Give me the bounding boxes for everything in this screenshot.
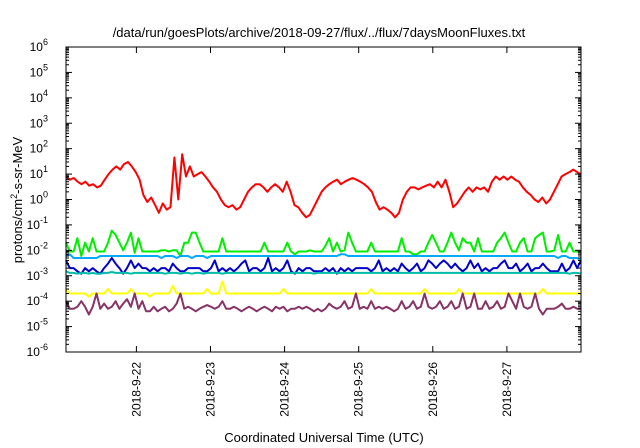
y-axis-label-base: protons/cm [10,199,25,263]
series-line-7 [65,292,581,316]
series-line-6 [65,280,581,298]
x-tick-label: 2018-9-23 [203,362,217,417]
y-axis-label: protons/cm2-s-sr-MeV [9,136,25,263]
y-tick-label: 10-6 [27,342,48,359]
y-axis-label-rest: -s-sr-MeV [10,136,25,193]
series-line-5 [65,270,582,275]
chart-title: /data/run/goesPlots/archive/2018-09-27/f… [113,25,526,40]
series-line-4 [65,257,582,275]
x-axis-label: Coordinated Universal Time (UTC) [224,430,423,445]
y-axis: 10-6 10-5 10-4 10-3 10-2 10-1 100 101 102 103 104 1… [27,37,581,359]
y-tick-label: 105 [30,62,48,79]
y-tick-label: 102 [30,139,48,156]
y-tick-label: 106 [30,37,48,54]
y-tick-label: 10-5 [27,317,48,334]
y-tick-label: 101 [30,164,48,181]
y-tick-label: 103 [30,113,48,130]
series-line-2 [65,229,581,257]
y-tick-label: 10-1 [27,215,48,232]
series-line-1 [65,153,582,219]
y-tick-label: 10-4 [27,291,48,308]
x-tick-label: 2018-9-26 [426,362,440,417]
x-tick-label: 2018-9-22 [129,362,143,417]
y-tick-label: 100 [30,190,48,207]
x-tick-label: 2018-9-25 [352,362,366,417]
y-axis-label-sup: 2 [9,194,19,199]
y-tick-label: 104 [30,88,48,105]
series-layer [65,153,582,316]
x-tick-label: 2018-9-27 [500,362,514,417]
x-tick-label: 2018-9-24 [278,362,292,417]
x-axis: 2018-9-22 2018-9-23 2018-9-24 2018-9-25 2018… [129,47,514,417]
y-tick-label: 10-3 [27,266,48,283]
y-tick-label: 10-2 [27,240,48,257]
series-line-3 [65,253,582,262]
